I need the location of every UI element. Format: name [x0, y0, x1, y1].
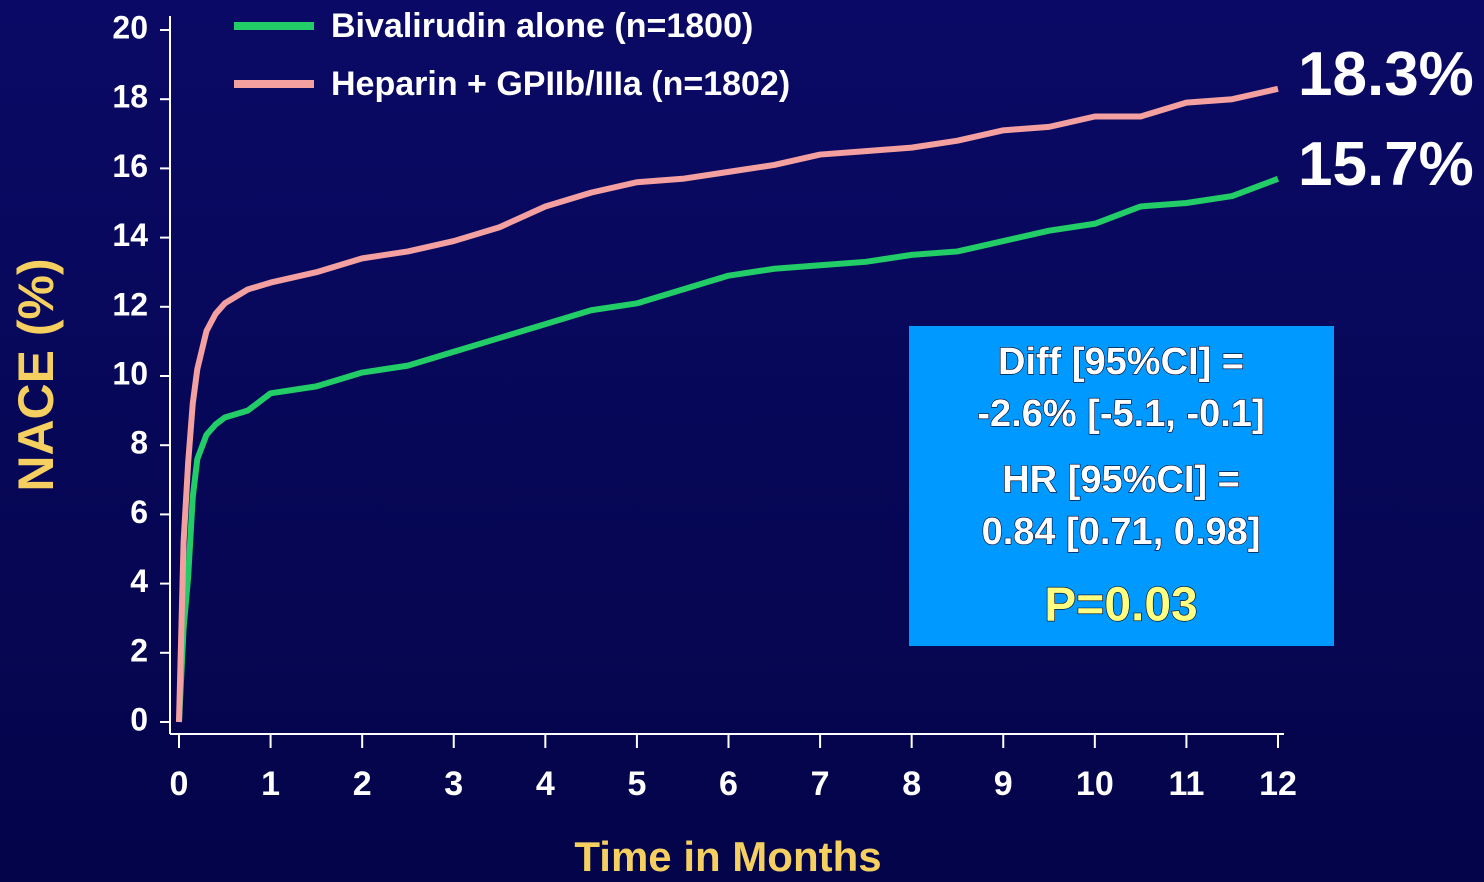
- x-tick-label: 4: [536, 765, 555, 803]
- stats-text: -2.6% [-5.1, -0.1]: [977, 393, 1264, 435]
- x-tick-label: 7: [811, 765, 830, 803]
- legend-label: Heparin + GPIIb/IIIa (n=1802): [331, 65, 790, 103]
- stats-text: HR [95%CI] =: [1002, 459, 1240, 501]
- x-tick-label: 5: [627, 765, 646, 803]
- stats-box: [909, 326, 1334, 646]
- end-value-label: 15.7%: [1298, 130, 1474, 199]
- series-line: [176, 85, 1279, 723]
- x-tick-label: 9: [994, 765, 1013, 803]
- y-tick-label: 0: [130, 701, 148, 737]
- x-tick-label: 12: [1259, 765, 1297, 803]
- x-tick-label: 10: [1076, 765, 1114, 803]
- x-tick-label: 1: [261, 765, 280, 803]
- y-tick-label: 18: [112, 79, 148, 115]
- y-tick-label: 10: [112, 355, 148, 391]
- x-tick-label: 6: [719, 765, 738, 803]
- x-axis-label: Time in Months: [574, 833, 881, 880]
- end-value-label: 18.3%: [1298, 40, 1474, 109]
- series-line: [176, 175, 1280, 723]
- y-tick-label: 14: [112, 217, 148, 253]
- y-tick-label: 8: [130, 425, 148, 461]
- y-tick-label: 12: [112, 286, 148, 322]
- y-axis-label: NACE (%): [8, 258, 64, 491]
- y-tick-label: 2: [130, 632, 148, 668]
- y-tick-label: 4: [130, 563, 148, 599]
- x-tick-label: 3: [444, 765, 463, 803]
- x-tick-label: 2: [353, 765, 372, 803]
- y-tick-label: 6: [130, 494, 148, 530]
- stats-text: 0.84 [0.71, 0.98]: [982, 511, 1261, 553]
- y-tick-label: 20: [112, 9, 148, 45]
- x-tick-label: 0: [170, 765, 189, 803]
- x-tick-label: 8: [902, 765, 921, 803]
- stats-text: Diff [95%CI] =: [998, 341, 1244, 383]
- x-tick-label: 11: [1168, 765, 1204, 803]
- y-tick-label: 16: [112, 148, 148, 184]
- stats-text: P=0.03: [1044, 579, 1197, 632]
- legend-label: Bivalirudin alone (n=1800): [331, 7, 753, 45]
